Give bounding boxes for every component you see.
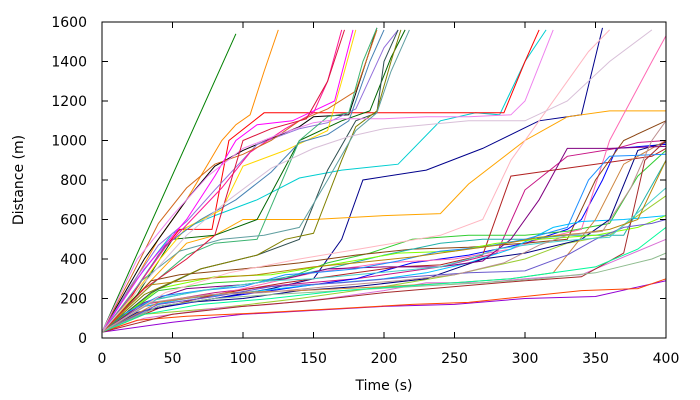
y-tick-label-1200: 1200 [51,94,87,110]
y-tick-label-1400: 1400 [51,55,87,71]
series-line-41 [101,29,610,333]
y-tick-label-1600: 1600 [51,15,87,31]
series-line-42 [101,252,667,333]
series-line-25 [101,29,385,333]
series-line-45 [101,29,653,333]
series-line-28 [101,29,343,333]
x-tick-label-350: 350 [582,351,609,367]
series-line-1 [101,33,237,333]
series-line-6 [101,140,667,333]
y-axis-title: Distance (m) [11,135,27,225]
x-tick-label-250: 250 [441,351,468,367]
series-line-44 [101,227,667,333]
series-line-40 [101,29,410,333]
y-tick-label-200: 200 [60,292,87,308]
series-line-2 [101,29,279,333]
series-line-16 [101,29,399,333]
series-line-43 [101,29,345,333]
x-tick-label-400: 400 [653,351,680,367]
series-line-26 [101,145,667,333]
x-tick-label-50: 50 [164,351,182,367]
x-axis-title: Time (s) [355,378,413,394]
series-line-29 [101,29,399,333]
axis-ticks: 0 50 100 150 200 250 300 350 400 0 200 400 600 800 100… [51,15,679,367]
x-tick-label-0: 0 [98,351,107,367]
x-tick-label-200: 200 [371,351,398,367]
series-line-30 [101,29,378,333]
series-line-10 [101,110,666,333]
series-group [101,27,667,333]
series-line-46 [101,120,667,333]
series-line-20 [101,29,357,333]
series-line-39 [101,160,667,333]
series-line-12 [101,150,667,333]
series-line-31 [101,153,667,333]
y-tick-label-600: 600 [60,213,87,229]
series-line-34 [101,29,354,333]
series-line-35 [101,29,402,333]
y-tick-label-800: 800 [60,173,87,189]
y-tick-label-1000: 1000 [51,134,87,150]
series-line-37 [101,187,667,333]
series-line-36 [101,219,667,333]
x-tick-label-150: 150 [300,351,327,367]
series-line-38 [101,29,554,333]
y-tick-label-0: 0 [78,331,87,347]
y-tick-label-400: 400 [60,252,87,268]
x-tick-label-100: 100 [230,351,257,367]
series-line-24 [101,278,667,333]
x-tick-label-300: 300 [512,351,539,367]
series-line-14 [101,120,667,333]
